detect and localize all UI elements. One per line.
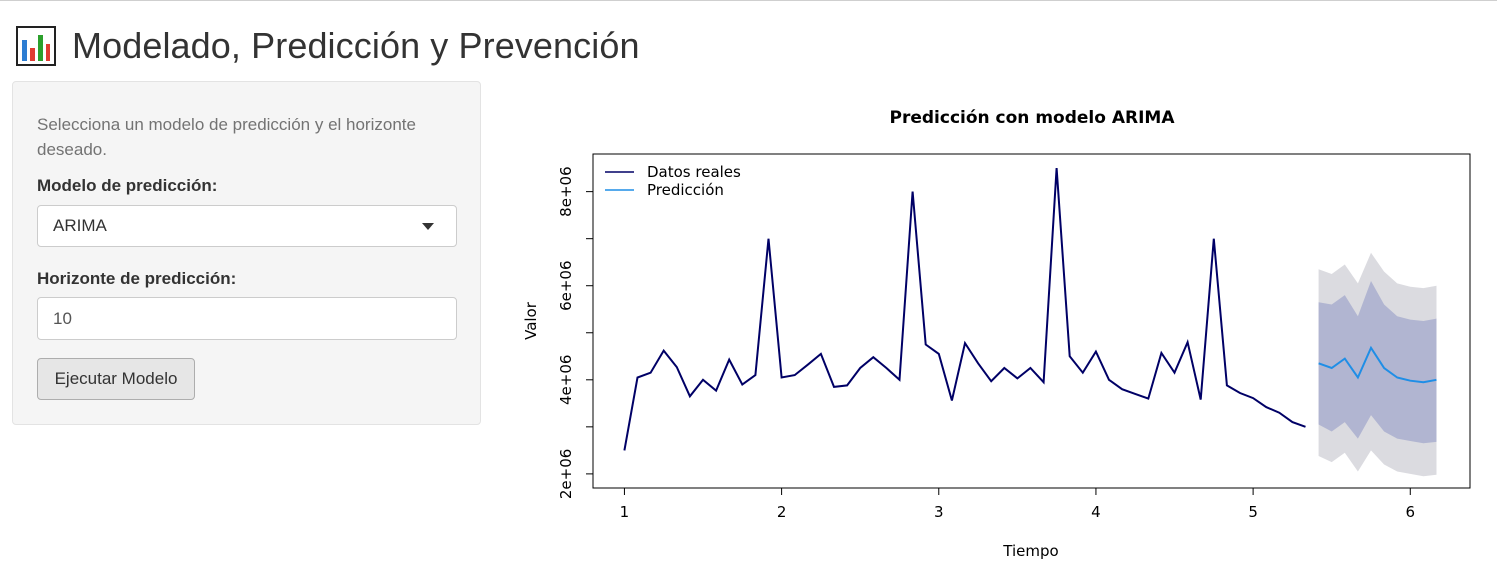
horizon-label: Horizonte de predicción:: [37, 269, 237, 288]
y-tick-label: 4e+06: [557, 355, 575, 405]
y-tick-label: 6e+06: [557, 260, 575, 310]
chart-title: Predicción con modelo ARIMA: [890, 108, 1176, 128]
x-tick-label: 2: [777, 503, 787, 521]
bar-chart-icon: [16, 26, 56, 66]
band-80-area: [1318, 281, 1437, 444]
horizon-input[interactable]: [37, 297, 457, 340]
legend-entry: Predicción: [647, 181, 724, 199]
x-tick-label: 1: [620, 503, 630, 521]
y-axis-label: Valor: [522, 301, 540, 340]
top-divider: [0, 0, 1497, 1]
model-select[interactable]: ARIMA: [37, 205, 457, 247]
series-line-prediccion: [1318, 345, 1437, 384]
y-axis: 2e+06 4e+06 6e+06 8e+06: [557, 166, 594, 499]
x-tick-label: 4: [1091, 503, 1101, 521]
legend-entry: Datos reales: [647, 163, 741, 181]
series-line-datos-reales: [623, 168, 1306, 451]
confidence-band-80: [1318, 281, 1437, 444]
chevron-down-icon: [422, 223, 434, 230]
forecast-chart: Predicción con modelo ARIMA 1 2 3 4 5 6 2e+06…: [522, 108, 1471, 560]
page-header: Modelado, Predicción y Prevención: [16, 24, 640, 68]
x-tick-label: 3: [934, 503, 944, 521]
help-text: Selecciona un modelo de predicción y el …: [37, 115, 416, 159]
y-tick-label: 8e+06: [557, 166, 575, 216]
x-tick-label: 5: [1248, 503, 1258, 521]
y-tick-label: 2e+06: [557, 449, 575, 499]
model-select-value: ARIMA: [53, 216, 107, 235]
series-lines: [623, 168, 1437, 451]
forecast-plot: Predicción con modelo ARIMA 1 2 3 4 5 6 2e+06…: [512, 92, 1492, 566]
page-title: Modelado, Predicción y Prevención: [72, 25, 640, 66]
run-model-button[interactable]: Ejecutar Modelo: [37, 358, 195, 400]
model-label: Modelo de predicción:: [37, 176, 218, 195]
sidebar-panel: Selecciona un modelo de predicción y el …: [12, 81, 481, 425]
x-axis-label: Tiempo: [1002, 542, 1058, 560]
x-axis: 1 2 3 4 5 6: [620, 487, 1416, 521]
x-tick-label: 6: [1406, 503, 1416, 521]
